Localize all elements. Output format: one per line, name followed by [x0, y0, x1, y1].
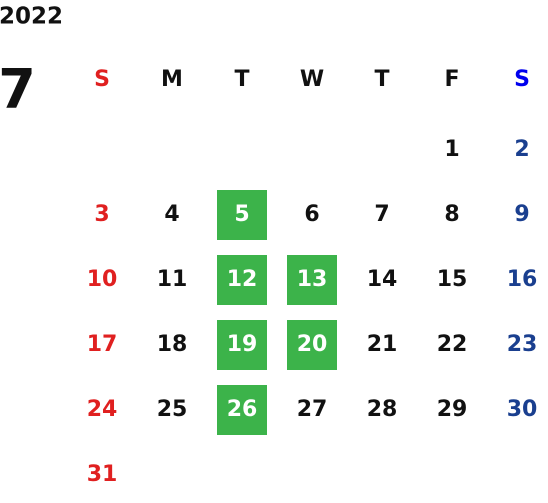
- day: 2: [514, 137, 529, 162]
- day: 1: [444, 137, 459, 162]
- day: 11: [157, 267, 188, 292]
- weekday-label: F: [444, 67, 459, 92]
- day: 16: [507, 267, 538, 292]
- day: 12: [227, 267, 258, 292]
- day: 23: [507, 332, 538, 357]
- day: 28: [367, 397, 398, 422]
- day: 19: [227, 332, 258, 357]
- day: 22: [437, 332, 468, 357]
- day: 7: [374, 202, 389, 227]
- day: 14: [367, 267, 398, 292]
- day: 15: [437, 267, 468, 292]
- highlight: [287, 320, 337, 370]
- day: 5: [234, 202, 249, 227]
- day: 8: [444, 202, 459, 227]
- day: 9: [514, 202, 529, 227]
- day: 26: [227, 397, 258, 422]
- weekday-label: W: [300, 67, 324, 92]
- weekday-label: S: [94, 67, 110, 92]
- highlight: [217, 320, 267, 370]
- day: 3: [94, 202, 109, 227]
- day: 18: [157, 332, 188, 357]
- weekday-label: T: [234, 67, 249, 92]
- day: 25: [157, 397, 188, 422]
- day: 4: [164, 202, 179, 227]
- highlight: [217, 385, 267, 435]
- weekday-label: S: [514, 67, 530, 92]
- day: 6: [304, 202, 319, 227]
- day: 13: [297, 267, 328, 292]
- day: 27: [297, 397, 328, 422]
- day: 29: [437, 397, 468, 422]
- day: 31: [87, 462, 118, 487]
- day: 10: [87, 267, 118, 292]
- highlight: [217, 255, 267, 305]
- year: 2022: [0, 4, 63, 30]
- day: 24: [87, 397, 118, 422]
- month: 7: [0, 58, 36, 121]
- day: 17: [87, 332, 118, 357]
- highlight: [217, 190, 267, 240]
- day: 21: [367, 332, 398, 357]
- day: 20: [297, 332, 328, 357]
- highlight: [287, 255, 337, 305]
- day: 30: [507, 397, 538, 422]
- weekday-label: T: [374, 67, 389, 92]
- weekday-label: M: [161, 67, 183, 92]
